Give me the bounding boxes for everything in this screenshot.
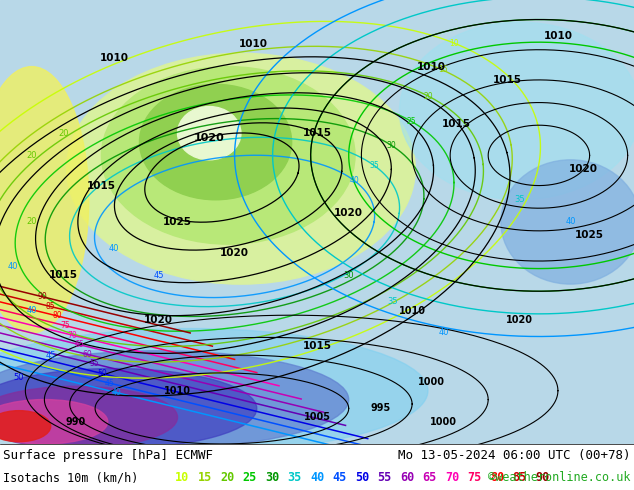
Text: 75: 75 [467, 471, 482, 485]
Ellipse shape [178, 106, 241, 160]
Text: 1020: 1020 [220, 248, 249, 258]
Text: 1015: 1015 [442, 119, 471, 129]
Text: 1010: 1010 [100, 53, 129, 63]
Ellipse shape [0, 351, 349, 448]
Text: 20: 20 [220, 471, 234, 485]
Text: 20: 20 [27, 151, 37, 160]
Text: 15: 15 [437, 66, 448, 74]
Text: 70: 70 [67, 331, 77, 340]
Text: 1000: 1000 [430, 416, 457, 427]
Text: 35: 35 [369, 161, 379, 170]
Text: 85: 85 [45, 302, 55, 311]
Text: Isotachs 10m (km/h): Isotachs 10m (km/h) [3, 471, 138, 485]
Text: 50: 50 [355, 471, 369, 485]
Text: 45: 45 [46, 351, 56, 360]
Text: 85: 85 [512, 471, 527, 485]
Text: 1005: 1005 [304, 412, 330, 422]
Text: 40: 40 [8, 262, 18, 271]
Text: 1015: 1015 [302, 128, 332, 138]
Text: 75: 75 [60, 321, 70, 330]
Text: 25: 25 [242, 471, 257, 485]
Text: 1020: 1020 [144, 315, 173, 325]
Text: Surface pressure [hPa] ECMWF: Surface pressure [hPa] ECMWF [3, 449, 213, 463]
Ellipse shape [501, 160, 634, 284]
Text: 30: 30 [386, 141, 396, 150]
Text: 65: 65 [75, 340, 84, 349]
Text: 30: 30 [344, 271, 354, 280]
Text: 60: 60 [400, 471, 414, 485]
Text: 1015: 1015 [493, 75, 522, 85]
Text: 1010: 1010 [417, 62, 446, 72]
Ellipse shape [399, 22, 634, 200]
Text: 25: 25 [406, 117, 416, 126]
Text: 1010: 1010 [399, 306, 425, 316]
Text: 80: 80 [53, 312, 62, 320]
Text: 1015: 1015 [87, 181, 116, 192]
Text: Mo 13-05-2024 06:00 UTC (00+78): Mo 13-05-2024 06:00 UTC (00+78) [399, 449, 631, 463]
Text: 55: 55 [89, 359, 100, 368]
Text: 20: 20 [424, 92, 433, 100]
Text: 40: 40 [310, 471, 324, 485]
Text: 35: 35 [287, 471, 302, 485]
Text: 45: 45 [105, 379, 114, 388]
Ellipse shape [0, 411, 51, 441]
Text: 40: 40 [439, 328, 449, 338]
Text: ©weatheronline.co.uk: ©weatheronline.co.uk [489, 471, 631, 485]
Text: 1020: 1020 [507, 315, 533, 325]
Ellipse shape [0, 399, 108, 444]
Text: 1025: 1025 [163, 217, 192, 227]
Text: 40: 40 [566, 218, 576, 226]
Text: 1000: 1000 [418, 377, 444, 387]
Ellipse shape [67, 53, 415, 284]
Text: 80: 80 [490, 471, 504, 485]
Ellipse shape [139, 84, 292, 200]
Text: 65: 65 [422, 471, 437, 485]
Text: 35: 35 [388, 297, 398, 306]
Text: 995: 995 [370, 403, 391, 414]
Text: 10: 10 [450, 39, 459, 48]
Text: 1025: 1025 [575, 230, 604, 240]
Text: 1015: 1015 [302, 341, 332, 351]
Text: 1010: 1010 [543, 30, 573, 41]
Text: 1010: 1010 [239, 39, 268, 49]
Text: 50: 50 [14, 373, 24, 382]
Ellipse shape [0, 386, 178, 448]
Text: 55: 55 [377, 471, 392, 485]
Text: 40: 40 [112, 388, 122, 397]
Ellipse shape [0, 328, 428, 453]
Text: 990: 990 [66, 416, 86, 427]
Text: 1015: 1015 [49, 270, 78, 280]
Text: 70: 70 [445, 471, 459, 485]
Text: 35: 35 [515, 196, 525, 204]
Text: 45: 45 [332, 471, 347, 485]
Text: 1020: 1020 [334, 208, 363, 218]
Text: 60: 60 [82, 350, 92, 359]
Ellipse shape [0, 368, 257, 448]
Text: 20: 20 [58, 129, 68, 138]
Text: 50: 50 [97, 369, 107, 378]
Text: 40: 40 [109, 244, 119, 253]
Text: 90: 90 [37, 292, 48, 301]
Text: 15: 15 [198, 471, 212, 485]
Text: 1020: 1020 [569, 164, 598, 173]
Text: 90: 90 [535, 471, 549, 485]
Text: 40: 40 [27, 306, 37, 315]
Text: 1020: 1020 [194, 133, 224, 143]
Text: 45: 45 [153, 271, 164, 280]
Text: 20: 20 [27, 218, 37, 226]
Text: 10: 10 [175, 471, 190, 485]
Text: 40: 40 [350, 176, 359, 186]
Ellipse shape [101, 67, 355, 244]
Text: 30: 30 [265, 471, 279, 485]
Ellipse shape [0, 67, 89, 333]
Text: 1010: 1010 [164, 386, 191, 395]
